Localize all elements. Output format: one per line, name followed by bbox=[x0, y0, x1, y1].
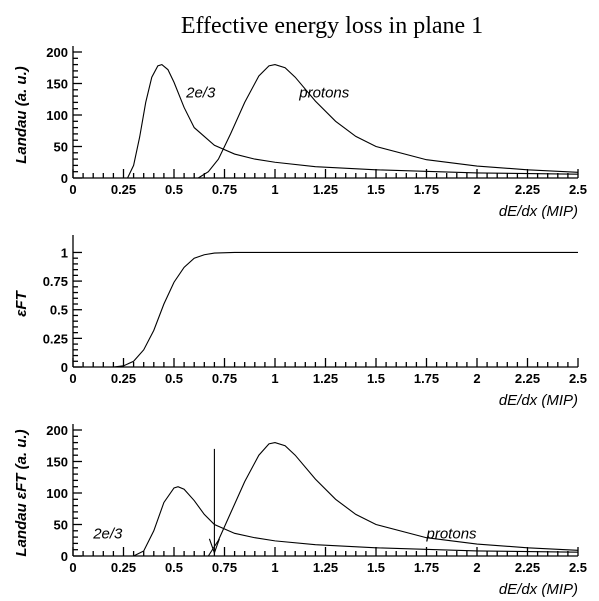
x-tick-label: 2.5 bbox=[569, 371, 587, 386]
y-tick-label: 1 bbox=[61, 245, 68, 260]
y-tick-label: 0.75 bbox=[43, 274, 68, 289]
x-tick-label: 2.25 bbox=[515, 560, 540, 575]
x-tick-label: 0 bbox=[69, 560, 76, 575]
x-tick-label: 2.5 bbox=[569, 560, 587, 575]
y-tick-label: 200 bbox=[46, 423, 68, 438]
x-tick-label: 0 bbox=[69, 182, 76, 197]
x-tick-label: 0 bbox=[69, 371, 76, 386]
x-tick-label: 2 bbox=[473, 560, 480, 575]
y-tick-label: 50 bbox=[54, 518, 68, 533]
annotation-label: 2e/3 bbox=[92, 525, 123, 542]
x-tick-label: 1.75 bbox=[414, 560, 439, 575]
x-tick-label: 1.25 bbox=[313, 182, 338, 197]
figure-title: Effective energy loss in plane 1 bbox=[181, 13, 483, 39]
x-tick-label: 1.5 bbox=[367, 560, 385, 575]
y-tick-label: 0 bbox=[61, 360, 68, 375]
y-axis-label: Landau (a. u.) bbox=[13, 66, 30, 164]
series-line-2e3 bbox=[133, 486, 579, 557]
series-line-efficiency bbox=[113, 251, 578, 368]
x-tick-label: 0.5 bbox=[165, 371, 183, 386]
x-axis-label: dE/dx (MIP) bbox=[499, 392, 578, 409]
y-axis-label: Landau εFT (a. u.) bbox=[13, 429, 30, 556]
x-tick-label: 2 bbox=[473, 371, 480, 386]
series-line-2e3 bbox=[127, 63, 579, 179]
x-tick-label: 0.25 bbox=[111, 182, 136, 197]
y-tick-label: 50 bbox=[54, 140, 68, 155]
annotation-label: protons bbox=[426, 525, 478, 542]
y-axis-label: εFT bbox=[13, 289, 30, 316]
x-axis-label: dE/dx (MIP) bbox=[499, 581, 578, 598]
y-tick-label: 200 bbox=[46, 45, 68, 60]
annotation-label: protons bbox=[298, 84, 350, 101]
panel-landau: 0 0.25 0.5 0.75 1 1.25 1.5 1.75 2 2.25 2.5 0 50 100 15… bbox=[13, 45, 587, 220]
x-tick-label: 1.25 bbox=[313, 371, 338, 386]
x-tick-label: 2.5 bbox=[569, 182, 587, 197]
x-tick-label: 0.75 bbox=[212, 560, 237, 575]
x-tick-label: 1.5 bbox=[367, 182, 385, 197]
x-tick-label: 1.25 bbox=[313, 560, 338, 575]
y-tick-label: 150 bbox=[46, 77, 68, 92]
y-tick-label: 0.5 bbox=[50, 303, 68, 318]
x-tick-label: 1.75 bbox=[414, 371, 439, 386]
x-tick-label: 1 bbox=[271, 371, 278, 386]
series-line-protons bbox=[207, 442, 579, 557]
x-tick-label: 0.25 bbox=[111, 371, 136, 386]
y-tick-label: 0 bbox=[61, 549, 68, 564]
threshold-arrow-head bbox=[208, 538, 220, 555]
x-tick-label: 1 bbox=[271, 560, 278, 575]
x-tick-label: 0.5 bbox=[165, 560, 183, 575]
panel-efficiency: 0 0.25 0.5 0.75 1 1.25 1.5 1.75 2 2.25 2.5 0 0.25 0.5… bbox=[13, 235, 587, 409]
x-tick-label: 1.5 bbox=[367, 371, 385, 386]
x-tick-label: 2.25 bbox=[515, 371, 540, 386]
x-tick-label: 0.25 bbox=[111, 560, 136, 575]
x-tick-label: 0.75 bbox=[212, 182, 237, 197]
x-tick-label: 0.75 bbox=[212, 371, 237, 386]
x-tick-label: 1.75 bbox=[414, 182, 439, 197]
annotation-label: 2e/3 bbox=[185, 84, 216, 101]
x-tick-label: 2 bbox=[473, 182, 480, 197]
y-tick-label: 150 bbox=[46, 455, 68, 470]
x-tick-label: 1 bbox=[271, 182, 278, 197]
y-tick-label: 100 bbox=[46, 486, 68, 501]
y-tick-label: 0 bbox=[61, 171, 68, 186]
x-tick-label: 2.25 bbox=[515, 182, 540, 197]
y-tick-label: 100 bbox=[46, 108, 68, 123]
x-tick-label: 0.5 bbox=[165, 182, 183, 197]
x-axis-label: dE/dx (MIP) bbox=[499, 203, 578, 220]
series-line-protons bbox=[197, 64, 579, 179]
panel-landau-times-efficiency: 0 0.25 0.5 0.75 1 1.25 1.5 1.75 2 2.25 2.5 0 50 100 15… bbox=[13, 423, 587, 598]
y-tick-label: 0.25 bbox=[43, 331, 68, 346]
